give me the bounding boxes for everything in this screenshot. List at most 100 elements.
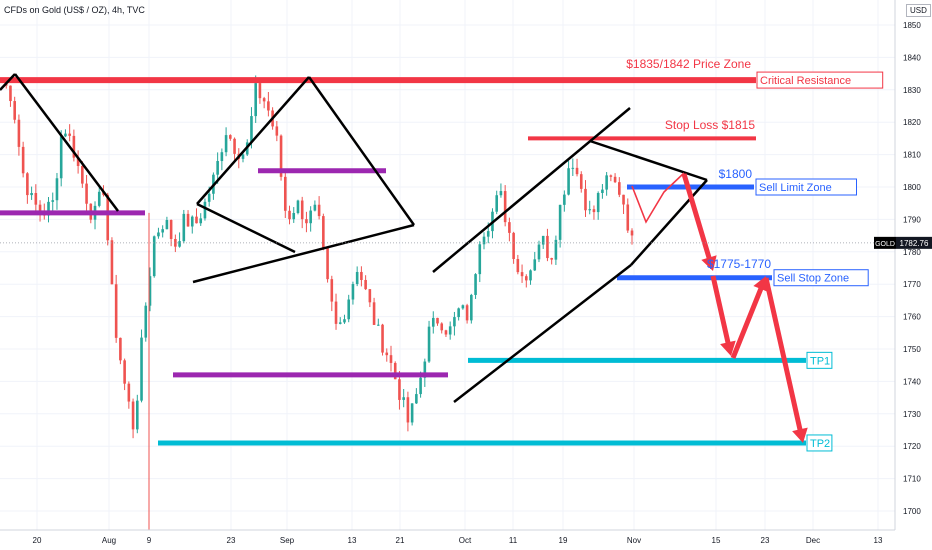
candle-body [38,204,42,213]
candle-body [258,83,262,99]
candle-body [541,235,545,245]
candle-body [131,401,135,430]
candle-body [9,85,12,102]
candle-body [283,176,287,211]
candle-body [622,194,625,205]
candle-body [288,210,291,220]
candle-body [106,194,110,241]
projection-arrows [681,173,808,443]
price-tick-label: 1770 [903,280,921,289]
price-tick-label: 1780 [903,248,921,257]
time-tick-label: 19 [559,536,568,545]
candle-body [347,299,351,320]
candle-body [423,361,427,378]
candle-body [419,377,422,395]
trendline-drawings [0,73,708,403]
price-tick-label: 1790 [903,215,921,224]
candle-body [465,305,469,321]
candle-body [372,302,376,325]
time-tick-label: Aug [102,536,116,545]
price-axis[interactable]: 1850 1840 1830 1820 1810 1800 1790 1780 1770 1760… [0,0,932,530]
time-tick-label: 23 [227,536,236,545]
candle-body [30,193,33,196]
candle-body [262,98,266,102]
price-tick-label: 1820 [903,118,921,127]
candle-body [427,326,431,362]
time-tick-label: Dec [806,536,820,545]
candle-body [140,337,143,401]
price-tick-label: 1750 [903,345,921,354]
candle-body [190,216,194,227]
candle-body [393,362,397,380]
candle-body [444,330,448,335]
candle-body [343,319,346,323]
candle-body [377,324,380,326]
candle-body [567,168,570,195]
candle-body [516,259,520,273]
arrow-up-to-sell-stop [730,276,769,359]
candle-body [334,301,338,324]
candle-body [529,270,532,281]
arrow-down-to-tp2 [763,277,808,443]
candle-body [478,244,482,275]
candle-body [309,210,312,224]
candle-body [457,308,460,318]
candle-body [410,403,414,423]
candle-body [601,189,604,194]
candle-body [499,191,503,196]
candle-body [59,136,63,179]
candle-body [148,276,152,306]
candle-body [313,204,317,211]
time-tick-label: Sep [280,536,295,545]
candle-body [550,258,553,260]
candle-body [21,146,25,174]
arrow-down-to-tp1 [710,275,736,356]
candle-body [618,182,621,195]
candle-body [558,204,562,240]
candlestick-series [0,75,634,530]
candle-body [431,317,435,327]
candle-body [267,101,270,111]
candle-body [34,193,38,205]
time-tick-label: 11 [509,536,518,545]
candle-body [233,138,236,154]
candle-body [448,326,452,335]
sell-stop-range-label: $1775-1770 [707,257,771,271]
time-tick-label: 13 [874,536,883,545]
candle-body [76,157,80,166]
trendline [196,202,296,254]
last-price-value-box [896,236,932,249]
candle-body [630,230,634,236]
arrow-down-to-sell-stop [681,173,717,271]
candle-body [275,126,279,136]
candle-body [579,174,583,189]
trendline [307,76,416,226]
candle-body [182,213,186,242]
candle-body [415,394,418,404]
candle-body [368,289,372,303]
candle-body [174,238,177,247]
time-tick-label: 15 [712,536,721,545]
time-tick-label: 13 [348,536,357,545]
candle-body [626,204,630,231]
candle-body [136,400,139,430]
time-axis[interactable]: 20 Aug 9 23 Sep 13 21 Oct 11 19 Nov 15 23 Dec 13 [0,529,895,545]
candle-body [157,232,160,237]
candle-body [161,229,164,233]
candle-body [584,188,587,211]
candle-body [537,244,541,260]
sell-stop-zone-label: Sell Stop Zone [777,273,849,285]
candle-body [254,83,257,117]
candle-body [360,271,363,280]
currency-button[interactable]: USD [906,4,931,17]
candle-body [406,397,410,423]
time-tick-label: 20 [33,536,42,545]
candle-body [55,178,59,201]
price-tick-label: 1800 [903,183,921,192]
price-tick-label: 1720 [903,442,921,451]
price-tick-label: 1840 [903,53,921,62]
tp2-label: TP2 [810,438,830,450]
candle-body [279,135,283,177]
candle-body [609,175,613,177]
